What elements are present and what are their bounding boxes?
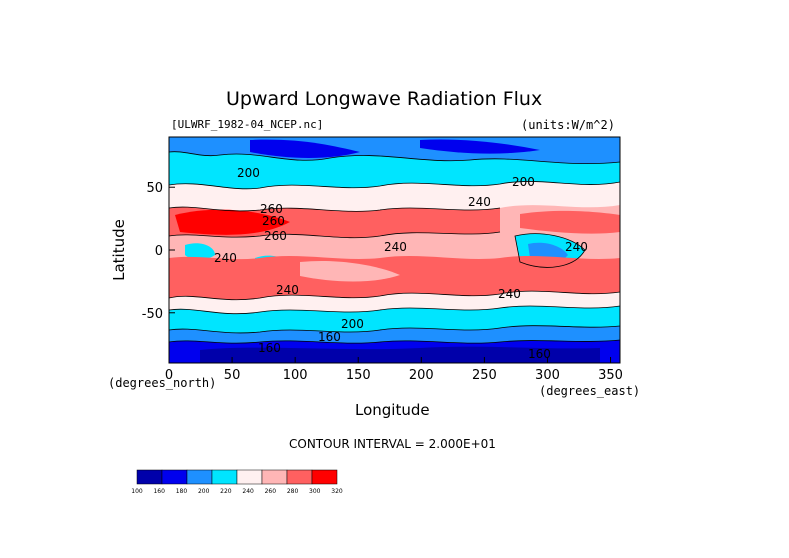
contour-label: 200	[512, 175, 535, 189]
colorbar-level-label: 300	[309, 488, 321, 495]
x-unit-note: (degrees_east)	[539, 384, 641, 398]
contour-label: 160	[528, 347, 551, 361]
x-tick-label: 0	[165, 368, 173, 383]
x-tick-label: 100	[283, 368, 308, 383]
y-tick-label: 50	[146, 181, 163, 196]
y-tick-label: -50	[142, 307, 163, 322]
chart-title: Upward Longwave Radiation Flux	[226, 88, 543, 110]
contour-label: 240	[468, 195, 491, 209]
contour-label: 260	[264, 229, 287, 243]
units-label: (units:W/m^2)	[521, 118, 615, 132]
x-axis-label: Longitude	[355, 401, 430, 419]
colorbar-swatch	[161, 469, 188, 485]
colorbar-level-label: 240	[242, 488, 254, 495]
colorbar-level-label: 100	[131, 488, 143, 495]
contour-label: 160	[258, 341, 281, 355]
colorbar-swatch	[136, 469, 163, 485]
contour-label: 200	[341, 317, 364, 331]
contour-label: 240	[384, 240, 407, 254]
colorbar-swatch	[211, 469, 238, 485]
contour-interval-label: CONTOUR INTERVAL = 2.000E+01	[289, 437, 496, 451]
colorbar-level-label: 260	[265, 488, 277, 495]
y-unit-note: (degrees_north)	[108, 376, 217, 390]
colorbar-level-label: 200	[198, 488, 210, 495]
contour-label: 240	[498, 287, 521, 301]
x-tick-label: 200	[409, 368, 434, 383]
contour-label: 200	[237, 166, 260, 180]
x-tick-label: 50	[224, 368, 241, 383]
contour-label: 160	[318, 330, 341, 344]
contour-label: 260	[262, 214, 285, 228]
y-tick-label: 0	[155, 244, 163, 259]
colorbar-level-label: 160	[153, 488, 165, 495]
x-tick-label: 300	[535, 368, 560, 383]
colorbar-level-label: 320	[331, 488, 343, 495]
x-tick-label: 150	[346, 368, 371, 383]
contour-label: 240	[276, 283, 299, 297]
colorbar-swatch	[311, 469, 338, 485]
colorbar-swatch	[286, 469, 313, 485]
x-tick-label: 350	[598, 368, 623, 383]
y-axis-ticks: -50 0 50	[142, 181, 175, 322]
colorbar-swatch	[186, 469, 213, 485]
contour-label: 240	[565, 240, 588, 254]
contour-label: 260	[260, 202, 283, 216]
colorbar-level-label: 280	[287, 488, 299, 495]
colorbar-level-label: 220	[220, 488, 232, 495]
contour-label: 240	[214, 251, 237, 265]
colorbar-swatch	[261, 469, 288, 485]
x-axis-ticks: 0 50 100 150 200 250 300 350	[165, 357, 623, 383]
colorbar-swatch	[236, 469, 263, 485]
x-tick-label: 250	[472, 368, 497, 383]
colorbar-level-label: 180	[176, 488, 188, 495]
contour-field: 200 240 260 240 200 240 240 240 260 240 …	[169, 137, 620, 363]
dataset-label: [ULWRF_1982-04_NCEP.nc]	[171, 118, 324, 131]
